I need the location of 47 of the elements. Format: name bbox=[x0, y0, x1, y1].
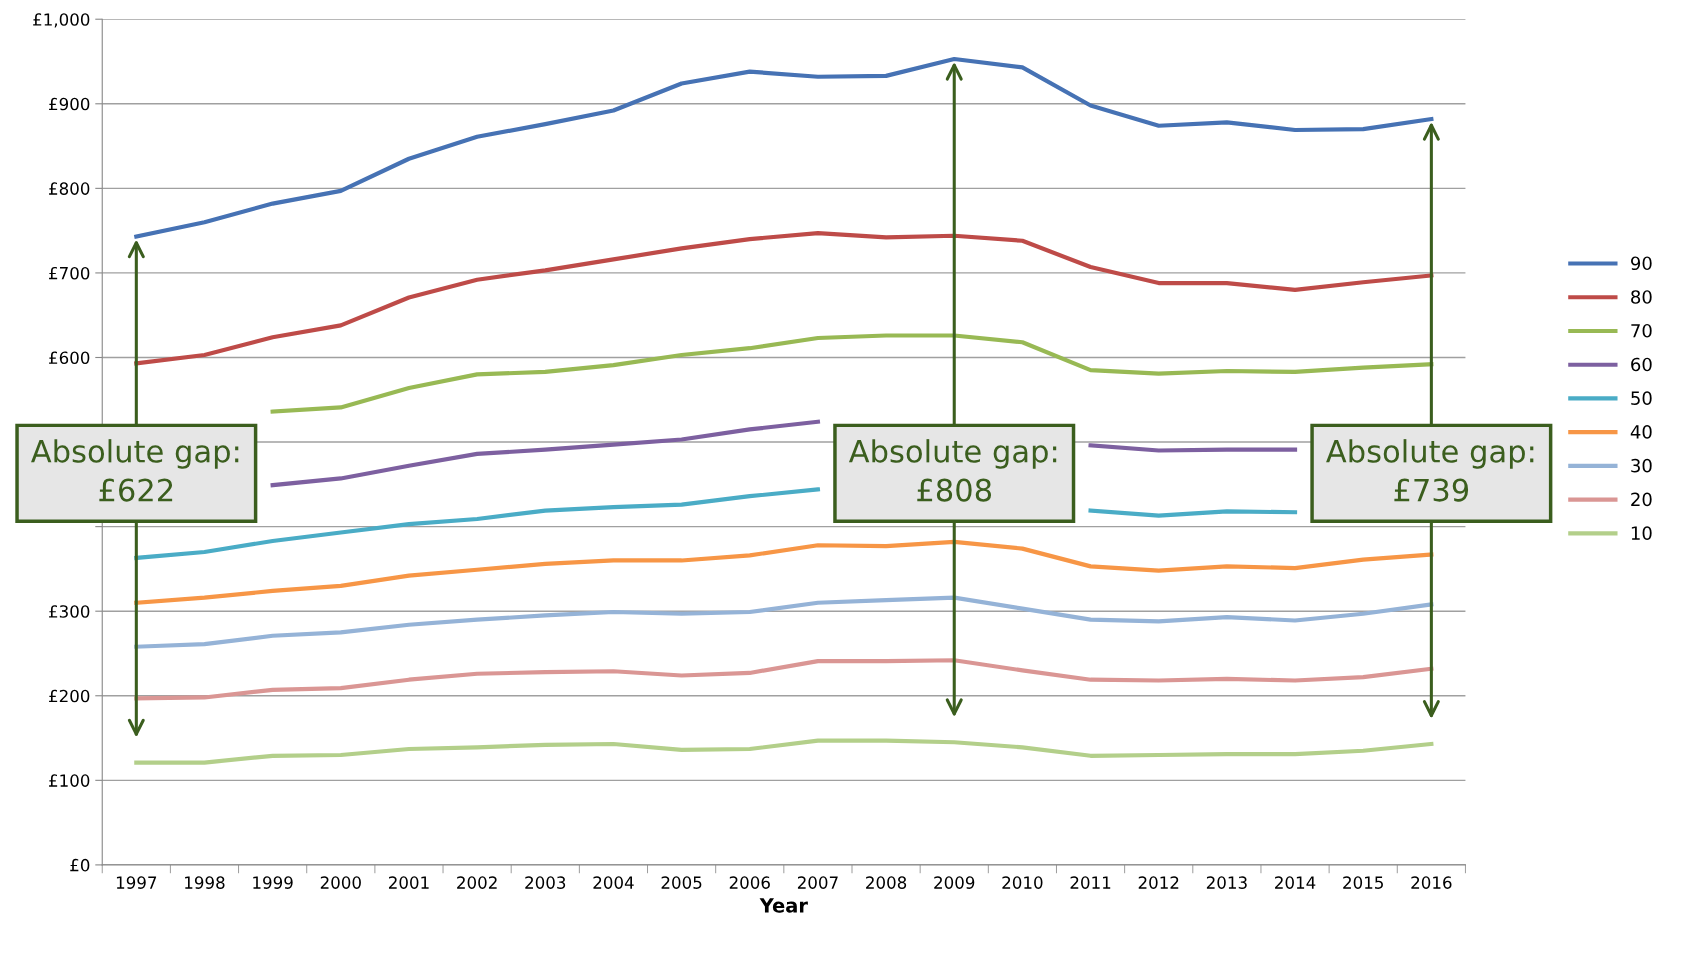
x-tick-label: 1997 bbox=[116, 876, 157, 889]
y-tick-label: £300 bbox=[49, 605, 90, 618]
annotation: Absolute gap: £739 bbox=[1326, 439, 1534, 502]
annotation: Absolute gap: £622 bbox=[31, 439, 239, 502]
x-tick-label: 2015 bbox=[1343, 876, 1383, 889]
x-tick-label: 2016 bbox=[1411, 876, 1452, 889]
x-tick-label: 2001 bbox=[388, 876, 429, 889]
line-series bbox=[134, 595, 1434, 649]
annotation: Absolute gap: £808 bbox=[848, 439, 1057, 502]
legend-label: 10 bbox=[1631, 526, 1652, 540]
x-tick-label: 2010 bbox=[1002, 876, 1043, 889]
x-tick-label: 2004 bbox=[593, 876, 634, 889]
x-tick-label: 2009 bbox=[934, 876, 975, 889]
y-tick-label: £700 bbox=[49, 266, 90, 280]
legend-label: 70 bbox=[1631, 323, 1652, 338]
x-tick-label: 1999 bbox=[253, 876, 293, 889]
y-tick-label: £1,000 bbox=[33, 13, 90, 28]
line-series bbox=[134, 738, 1434, 765]
line-series bbox=[134, 231, 1434, 366]
y-tick-label: £200 bbox=[49, 689, 90, 703]
x-tick-label: 2003 bbox=[525, 876, 566, 889]
x-tick-label: 2000 bbox=[320, 876, 361, 889]
y-tick-label: £900 bbox=[49, 97, 90, 111]
legend-label: 30 bbox=[1631, 458, 1652, 473]
legend-label: 40 bbox=[1630, 425, 1652, 439]
legend-label: 90 bbox=[1631, 256, 1652, 271]
legend-label: 50 bbox=[1631, 391, 1652, 406]
line-series bbox=[134, 56, 1434, 239]
legend-label: 80 bbox=[1631, 290, 1652, 304]
x-axis-title: Year bbox=[759, 898, 808, 913]
x-tick-label: 2008 bbox=[866, 876, 907, 889]
x-tick-label: 2007 bbox=[797, 876, 838, 889]
x-tick-label: 2013 bbox=[1206, 876, 1247, 889]
x-tick-label: 2014 bbox=[1275, 876, 1316, 889]
x-tick-label: 2002 bbox=[457, 876, 497, 889]
y-tick-label: £100 bbox=[49, 774, 90, 787]
y-tick-label: £800 bbox=[49, 182, 90, 195]
x-tick-label: 2011 bbox=[1070, 876, 1111, 889]
y-tick-label: £0 bbox=[70, 858, 90, 872]
legend-label: 60 bbox=[1631, 357, 1652, 372]
x-tick-label: 2006 bbox=[729, 876, 770, 889]
x-tick-label: 2005 bbox=[661, 876, 702, 889]
y-tick-label: £600 bbox=[49, 351, 90, 365]
line-series bbox=[134, 658, 1434, 701]
x-tick-label: 2012 bbox=[1138, 876, 1179, 889]
legend-label: 20 bbox=[1631, 492, 1652, 507]
x-tick-label: 1998 bbox=[185, 876, 225, 889]
